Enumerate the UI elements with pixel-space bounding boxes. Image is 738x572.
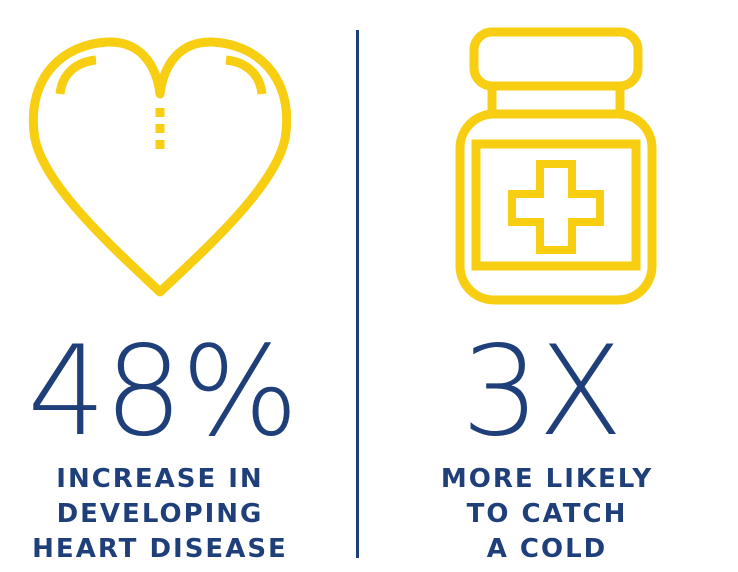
vertical-divider	[356, 30, 359, 558]
right-stat-panel: 3X MORE LIKELY TO CATCH A COLD	[360, 0, 738, 572]
caption-line: A COLD	[486, 534, 608, 564]
caption-line: MORE LIKELY	[440, 464, 654, 494]
medicine-bottle-icon	[455, 27, 657, 305]
caption-line: HEART DISEASE	[32, 534, 288, 564]
stat-caption-right: MORE LIKELY TO CATCH A COLD	[358, 462, 736, 567]
caption-line: DEVELOPING	[56, 499, 264, 529]
caption-line: TO CATCH	[466, 499, 628, 529]
heart-icon	[28, 37, 292, 297]
caption-line: INCREASE IN	[56, 464, 264, 494]
stat-value-right: 3X	[461, 320, 623, 464]
stat-caption-left: INCREASE IN DEVELOPING HEART DISEASE	[0, 462, 338, 567]
stat-value-left: 48%	[27, 320, 299, 464]
left-stat-panel: 48% INCREASE IN DEVELOPING HEART DISEASE	[0, 0, 356, 572]
